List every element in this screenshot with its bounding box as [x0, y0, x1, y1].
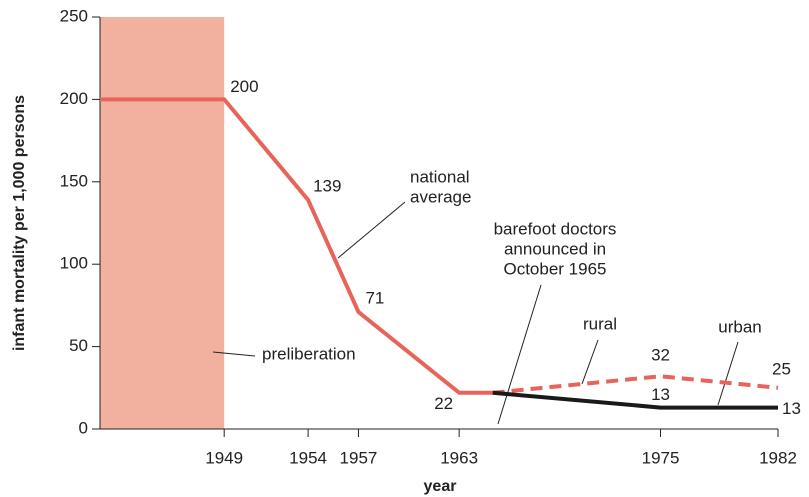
y-tick-label: 250: [60, 6, 88, 25]
annotation: announced in: [504, 239, 606, 258]
x-tick-label: 1954: [289, 448, 327, 467]
series-name: rural: [583, 314, 617, 333]
data-label: 139: [313, 176, 341, 195]
series-line: [100, 97, 493, 395]
data-label: 25: [772, 359, 791, 378]
x-tick-label: 1975: [642, 448, 680, 467]
preliberation-pointer: [212, 351, 256, 357]
series-line: [492, 390, 778, 410]
x-tick-label: 1949: [205, 448, 243, 467]
barefoot-pointer: [497, 284, 542, 425]
data-label: 32: [651, 346, 670, 365]
y-tick-label: 50: [69, 336, 88, 355]
region-label: preliberation: [262, 344, 356, 363]
data-label: 71: [365, 288, 384, 307]
national-pointer: [337, 201, 406, 259]
series-line: [492, 374, 779, 395]
annotation: average: [410, 187, 471, 206]
urban-pointer: [717, 341, 739, 406]
data-label: 200: [230, 77, 258, 96]
x-tick-label: 1982: [759, 448, 797, 467]
series-name: urban: [718, 317, 761, 336]
shaded-region: [100, 17, 225, 429]
rural-pointer: [581, 339, 599, 385]
y-tick-label: 100: [60, 254, 88, 273]
annotation: national: [410, 167, 470, 186]
data-label: 22: [434, 394, 453, 413]
annotation: barefoot doctors: [494, 219, 617, 238]
x-axis-label: year: [424, 478, 457, 495]
x-tick-label: 1957: [340, 448, 378, 467]
y-tick-label: 0: [79, 418, 88, 437]
x-tick-label: 1963: [440, 448, 478, 467]
y-axis-label: infant mortality per 1,000 persons: [11, 95, 28, 351]
y-tick-label: 200: [60, 89, 88, 108]
y-tick-label: 150: [60, 171, 88, 190]
background-layer: [100, 17, 225, 429]
data-label: 13: [782, 399, 801, 418]
annotation: October 1965: [503, 259, 606, 278]
data-label: 13: [651, 385, 670, 404]
